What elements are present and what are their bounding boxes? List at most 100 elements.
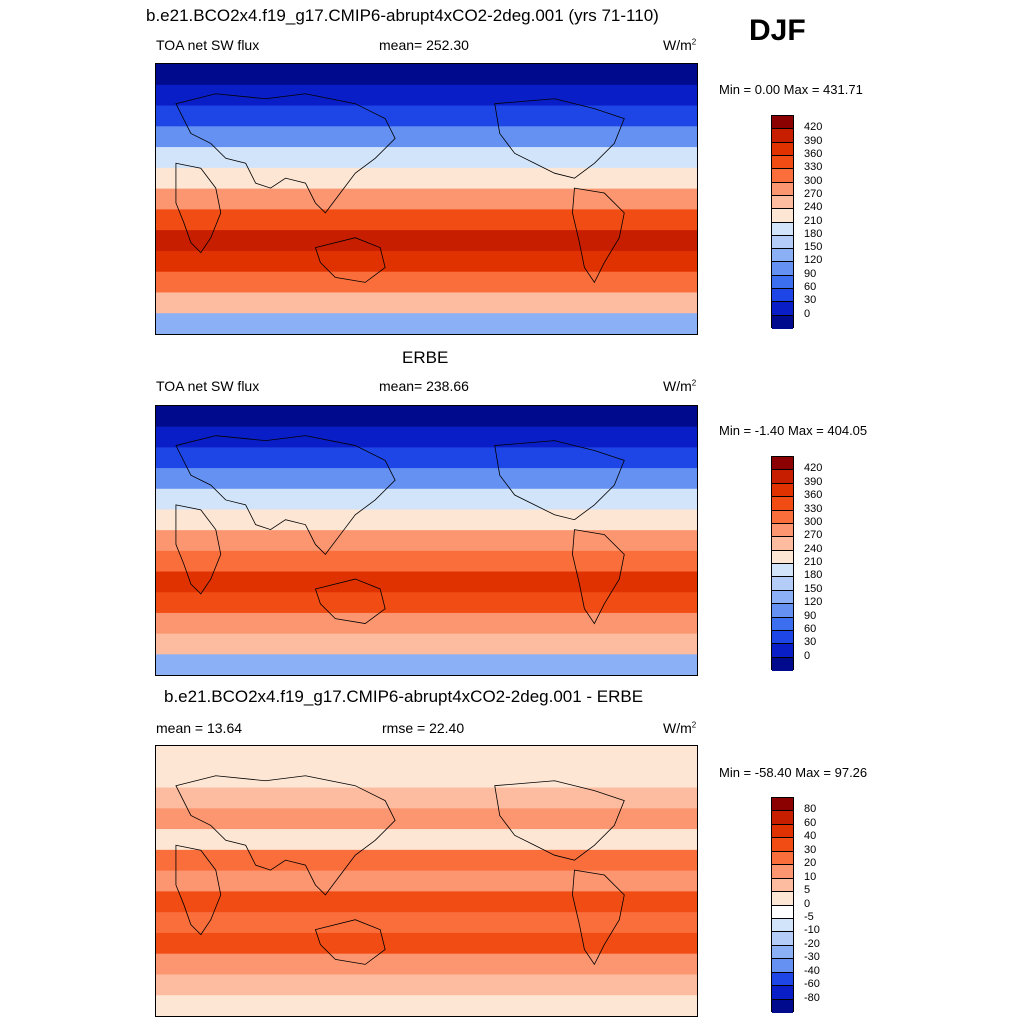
map-band: [156, 766, 697, 789]
coastline: [314, 578, 386, 624]
panel-3-rmse-label: rmse = 22.40: [382, 720, 465, 736]
map-field: [156, 64, 697, 334]
colorbar-swatch: [772, 116, 793, 130]
colorbar-tick-label: 120: [804, 254, 823, 267]
map-band: [156, 313, 697, 334]
map-band: [156, 84, 697, 107]
colorbar-swatch: [772, 497, 793, 511]
map-band: [156, 974, 697, 997]
colorbar-swatch: [772, 315, 793, 329]
colorbar-swatch: [772, 510, 793, 524]
panel-1-minmax: Min = 0.00 Max = 431.71: [719, 82, 863, 97]
colorbar-tick-label: 40: [804, 830, 817, 843]
panel-2-map: [155, 405, 698, 676]
map-band: [156, 808, 697, 831]
map-band: [156, 829, 697, 851]
map-band: [156, 995, 697, 1016]
colorbar-swatch: [772, 851, 793, 866]
colorbar-swatch: [772, 824, 793, 839]
map-band: [156, 633, 697, 656]
coastline: [175, 775, 396, 896]
panel-2-mean-label: mean= 238.66: [379, 378, 469, 394]
colorbar-tick-label: 150: [804, 582, 823, 595]
map-band: [156, 426, 697, 449]
colorbar-swatch: [772, 945, 793, 960]
panel-1-colorbar: [771, 115, 794, 329]
coastline: [314, 237, 386, 283]
colorbar-tick-label: 210: [804, 556, 823, 568]
colorbar-tick-label: 420: [804, 462, 823, 475]
map-band: [156, 870, 697, 893]
colorbar-swatch: [772, 811, 793, 825]
colorbar-tick-label: 330: [804, 502, 823, 515]
colorbar-tick-label: 10: [804, 870, 817, 883]
colorbar-tick-label: -30: [804, 951, 820, 964]
map-band: [156, 509, 697, 532]
map-band: [156, 271, 697, 294]
colorbar-swatch: [772, 577, 793, 591]
panel-2-units: W/m2: [663, 378, 697, 394]
coastline: [572, 869, 625, 966]
map-band: [156, 953, 697, 976]
map-band: [156, 292, 697, 315]
map-band: [156, 447, 697, 470]
map-band: [156, 488, 697, 511]
panel-1-map: [155, 63, 698, 335]
map-band: [156, 550, 697, 573]
colorbar-tick-label: 420: [804, 121, 823, 134]
colorbar-swatch: [772, 222, 793, 236]
colorbar-tick-label: 30: [804, 294, 817, 307]
colorbar-swatch: [772, 262, 793, 276]
colorbar-tick-label: 60: [804, 281, 817, 294]
map-band: [156, 468, 697, 490]
colorbar-tick-label: 60: [804, 816, 817, 829]
panel-2-minmax: Min = -1.40 Max = 404.05: [719, 423, 868, 438]
map-band: [156, 912, 697, 934]
colorbar-tick-label: 120: [804, 596, 823, 609]
colorbar-tick-label: 390: [804, 475, 823, 488]
panel-3-map: [155, 745, 698, 1017]
map-band: [156, 188, 697, 211]
coastline: [314, 919, 386, 965]
colorbar-swatch: [772, 972, 793, 987]
colorbar-swatch: [772, 865, 793, 879]
colorbar-tick-label: 360: [804, 489, 823, 502]
colorbar-tick-label: -80: [804, 991, 820, 1004]
map-band: [156, 167, 697, 190]
colorbar-swatch: [772, 182, 793, 196]
colorbar-tick-label: 330: [804, 161, 823, 174]
map-band: [156, 849, 697, 872]
colorbar-tick-label: 80: [804, 803, 817, 816]
colorbar-swatch: [772, 275, 793, 290]
colorbar-tick-label: 30: [804, 843, 817, 856]
colorbar-swatch: [772, 604, 793, 618]
colorbar-swatch: [772, 470, 793, 484]
colorbar-tick-label: 30: [804, 636, 817, 649]
map-band: [156, 592, 697, 614]
colorbar-tick-label: 90: [804, 267, 817, 280]
coastline: [572, 529, 625, 625]
coastline: [572, 187, 625, 284]
map-band: [156, 891, 697, 914]
map-band: [156, 530, 697, 552]
map-band: [156, 571, 697, 594]
panel-2-variable-label: TOA net SW flux: [156, 378, 260, 394]
panel-1-title: b.e21.BCO2x4.f19_g17.CMIP6-abrupt4xCO2-2…: [146, 6, 659, 25]
colorbar-swatch: [772, 986, 793, 1000]
panel-3-colorbar: [771, 797, 794, 1013]
map-band: [156, 932, 697, 955]
colorbar-tick-label: 270: [804, 529, 823, 542]
map-band: [156, 147, 697, 169]
colorbar-tick-label: 0: [804, 897, 811, 910]
coastline: [175, 435, 396, 555]
colorbar-tick-label: 360: [804, 147, 823, 160]
colorbar-swatch: [772, 878, 793, 893]
map-band: [156, 105, 697, 128]
coastline: [175, 504, 222, 595]
colorbar-tick-label: 60: [804, 622, 817, 635]
colorbar-swatch: [772, 195, 793, 210]
map-band: [156, 612, 697, 635]
coastline: [175, 844, 222, 936]
panel-2-colorbar: [771, 456, 794, 671]
panel-3-minmax: Min = -58.40 Max = 97.26: [719, 765, 868, 780]
